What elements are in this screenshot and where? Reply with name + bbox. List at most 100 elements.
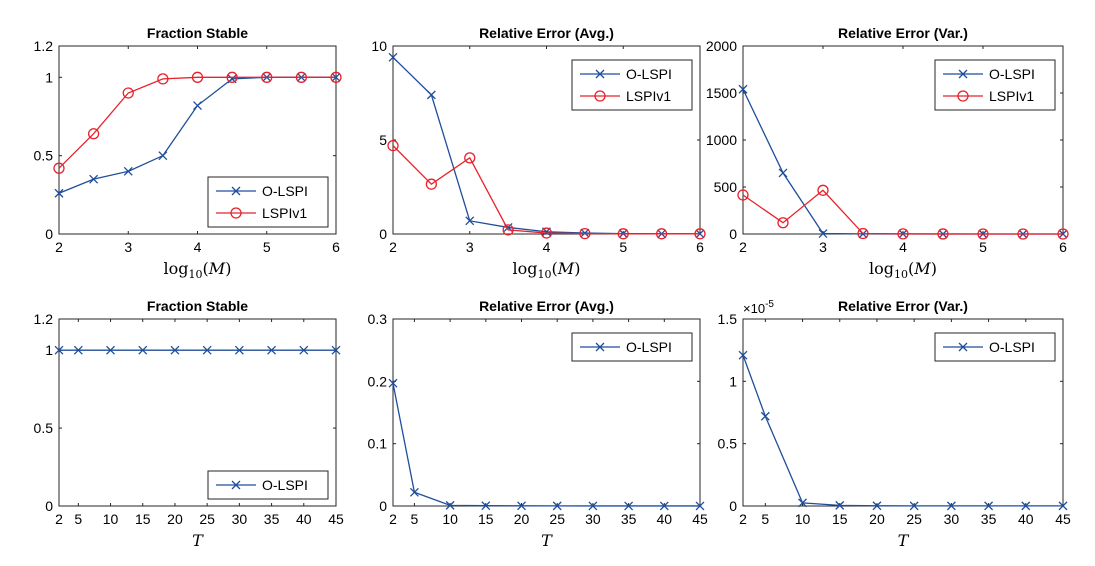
data-point <box>540 227 553 239</box>
data-point <box>778 168 788 178</box>
x-tick-label: 2 <box>389 511 397 527</box>
x-tick-label: 45 <box>1055 511 1071 527</box>
data-point <box>857 227 869 240</box>
legend-label: O-LSPI <box>262 183 308 199</box>
x-axis-label: T <box>192 531 204 550</box>
chart-panel-6: Relative Error (Var.)2 5 10 15 20 25 30 35 40 450… <box>718 298 1071 550</box>
x-tick-label: 30 <box>232 511 248 527</box>
data-point <box>202 345 212 355</box>
data-point <box>331 345 341 355</box>
legend-label: O-LSPI <box>626 339 672 355</box>
legend: O-LSPI LSPIv1 <box>934 59 1056 111</box>
legend-box <box>571 59 693 111</box>
chart-title: Relative Error (Var.) <box>838 298 968 314</box>
legend-label: O-LSPI <box>626 66 672 82</box>
chart-title: Relative Error (Avg.) <box>479 298 614 314</box>
x-tick-label: 5 <box>263 239 271 255</box>
data-point <box>655 228 668 240</box>
y-tick-label: 0 <box>729 498 737 514</box>
data-point <box>481 501 491 511</box>
x-tick-label: 2 <box>55 511 63 527</box>
legend-label: O-LSPI <box>989 339 1035 355</box>
y-tick-label: 10 <box>371 38 387 54</box>
x-tick-label: 4 <box>899 239 907 255</box>
data-point <box>579 227 591 240</box>
x-tick-label: 45 <box>692 511 708 527</box>
x-tick-label: 2 <box>739 511 747 527</box>
x-tick-label: 5 <box>761 511 769 527</box>
chart-panel-2: Relative Error (Avg.) 2 3 4 5 6 0 5 10 log10(M) O-… <box>371 25 706 281</box>
series-line-lspiv1 <box>58 76 336 169</box>
data-point <box>122 87 134 99</box>
y-tick-label: 5 <box>379 132 387 148</box>
x-axis-label: T <box>898 531 910 550</box>
data-point <box>977 228 989 240</box>
y-tick-label: 0 <box>45 226 53 242</box>
x-tick-label: 2 <box>739 239 747 255</box>
x-tick-label: 5 <box>979 239 987 255</box>
data-point <box>157 73 169 85</box>
legend-marker <box>594 90 606 102</box>
data-point <box>445 500 455 510</box>
legend-label: O-LSPI <box>989 66 1035 82</box>
chart-title: Fraction Stable <box>147 25 248 41</box>
data-point <box>897 228 909 240</box>
x-tick-label: 3 <box>466 239 474 255</box>
x-tick-label: 40 <box>296 511 312 527</box>
data-point <box>872 501 882 511</box>
x-tick-label: 40 <box>1018 511 1034 527</box>
data-point <box>694 228 706 240</box>
chart-panel-1: Fraction Stable 2 3 4 5 6 0 0.5 1 1.2 log10(M) O-LS… <box>34 25 342 281</box>
legend-label: O-LSPI <box>262 477 308 493</box>
x-axis-label: log10(M) <box>164 259 232 281</box>
chart-panel-3: Relative Error (Var.) 2 3 4 5 6 0 500 1000 1500 20… <box>706 25 1069 281</box>
series-line-o-lspi <box>392 383 700 507</box>
x-tick-label: 2 <box>55 239 63 255</box>
data-point <box>984 501 994 511</box>
y-tick-label: 1 <box>45 342 53 358</box>
y-tick-label: 500 <box>714 179 738 195</box>
data-point <box>659 501 669 511</box>
y-tick-label: 0 <box>379 498 387 514</box>
x-tick-label: 3 <box>124 239 132 255</box>
x-tick-label: 35 <box>264 511 280 527</box>
x-tick-label: 20 <box>514 511 530 527</box>
x-tick-label: 10 <box>795 511 811 527</box>
x-tick-label: 3 <box>819 239 827 255</box>
x-tick-label: 6 <box>332 239 340 255</box>
y-tick-label: 1.5 <box>718 311 738 327</box>
chart-title: Relative Error (Avg.) <box>479 25 614 41</box>
y-tick-label: 0 <box>729 226 737 242</box>
x-tick-label: 5 <box>619 239 627 255</box>
x-axis-label: T <box>541 531 553 550</box>
x-tick-label: 10 <box>442 511 458 527</box>
series-line-lspiv1 <box>742 189 1063 235</box>
legend-label: LSPIv1 <box>989 88 1034 104</box>
legend: O-LSPI <box>207 470 329 500</box>
x-tick-label: 35 <box>981 511 997 527</box>
x-tick-label: 35 <box>621 511 637 527</box>
data-point <box>299 345 309 355</box>
data-point <box>798 498 807 508</box>
x-tick-label: 20 <box>869 511 885 527</box>
legend-label: LSPIv1 <box>626 88 671 104</box>
x-tick-label: 45 <box>328 511 344 527</box>
data-point <box>226 71 238 83</box>
data-point <box>738 84 748 94</box>
data-point <box>388 378 398 388</box>
y-tick-label: 1500 <box>706 85 737 101</box>
legend-marker <box>230 207 242 219</box>
y-tick-label: 1.2 <box>34 311 54 327</box>
data-point <box>87 128 100 140</box>
data-point <box>295 71 308 83</box>
data-point <box>138 345 148 355</box>
legend: O-LSPI <box>571 332 693 362</box>
x-tick-label: 30 <box>944 511 960 527</box>
y-tick-label: 0 <box>45 498 53 514</box>
x-tick-label: 4 <box>194 239 202 255</box>
y-tick-label: 0.5 <box>718 436 738 452</box>
data-point <box>409 487 419 497</box>
legend-marker <box>595 342 605 352</box>
data-point <box>54 188 64 198</box>
data-point <box>1058 501 1068 511</box>
